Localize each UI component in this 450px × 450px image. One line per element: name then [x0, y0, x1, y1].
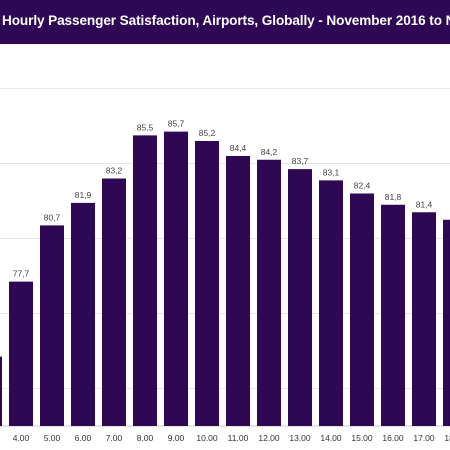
x-tick-4.00: 4.00 — [13, 433, 30, 443]
bar-6.00 — [71, 202, 95, 426]
value-label-6.00: 81,9 — [75, 190, 92, 200]
bar-12.00 — [257, 159, 281, 426]
x-tick-8.00: 8.00 — [137, 433, 154, 443]
x-tick-16.00: 16.00 — [382, 433, 404, 443]
bar-14.00 — [319, 180, 343, 426]
x-tick-7.00: 7.00 — [106, 433, 123, 443]
value-label-15.00: 82,4 — [354, 181, 371, 191]
value-label-7.00: 83,2 — [106, 166, 123, 176]
value-label-16.00: 81,8 — [385, 192, 402, 202]
x-tick-12.00: 12.00 — [258, 433, 280, 443]
value-label-9.00: 85,7 — [168, 119, 185, 129]
value-label-4.00: 77,7 — [13, 269, 30, 279]
bar-17.00 — [412, 212, 436, 426]
x-tick-18.00: 18.00 — [444, 433, 450, 443]
bar-13.00 — [288, 169, 312, 426]
bar-chart: 3.0077,74.0080,75.0081,96.0083,27.0085,5… — [0, 88, 450, 443]
bar-11.00 — [226, 156, 250, 426]
value-label-10.00: 85,2 — [199, 128, 216, 138]
x-tick-5.00: 5.00 — [44, 433, 61, 443]
bar-15.00 — [350, 193, 374, 426]
value-label-11.00: 84,4 — [230, 143, 247, 153]
x-tick-6.00: 6.00 — [75, 433, 92, 443]
value-label-12.00: 84,2 — [261, 147, 278, 157]
bar-8.00 — [133, 135, 157, 426]
bar-10.00 — [195, 141, 219, 426]
x-tick-11.00: 11.00 — [228, 433, 249, 443]
value-label-13.00: 83,7 — [292, 156, 309, 166]
chart-area: 3.0077,74.0080,75.0081,96.0083,27.0085,5… — [0, 44, 450, 450]
bar-7.00 — [102, 178, 126, 426]
chart-title-bar: Hourly Passenger Satisfaction, Airports,… — [0, 0, 450, 44]
value-label-17.00: 81,4 — [416, 199, 433, 209]
bar-9.00 — [164, 131, 188, 426]
x-tick-13.00: 13.00 — [289, 433, 311, 443]
bar-16.00 — [381, 204, 405, 426]
value-label-14.00: 83,1 — [323, 167, 340, 177]
bar-18.00 — [443, 219, 450, 426]
x-tick-10.00: 10.00 — [196, 433, 218, 443]
value-label-5.00: 80,7 — [44, 212, 61, 222]
bar-4.00 — [9, 281, 33, 426]
x-tick-9.00: 9.00 — [168, 433, 185, 443]
bar-3.00 — [0, 356, 2, 426]
x-tick-14.00: 14.00 — [320, 433, 342, 443]
x-tick-17.00: 17.00 — [413, 433, 435, 443]
x-tick-15.00: 15.00 — [351, 433, 373, 443]
chart-title: Hourly Passenger Satisfaction, Airports,… — [2, 13, 450, 28]
value-label-8.00: 85,5 — [137, 122, 154, 132]
bar-5.00 — [40, 225, 64, 426]
